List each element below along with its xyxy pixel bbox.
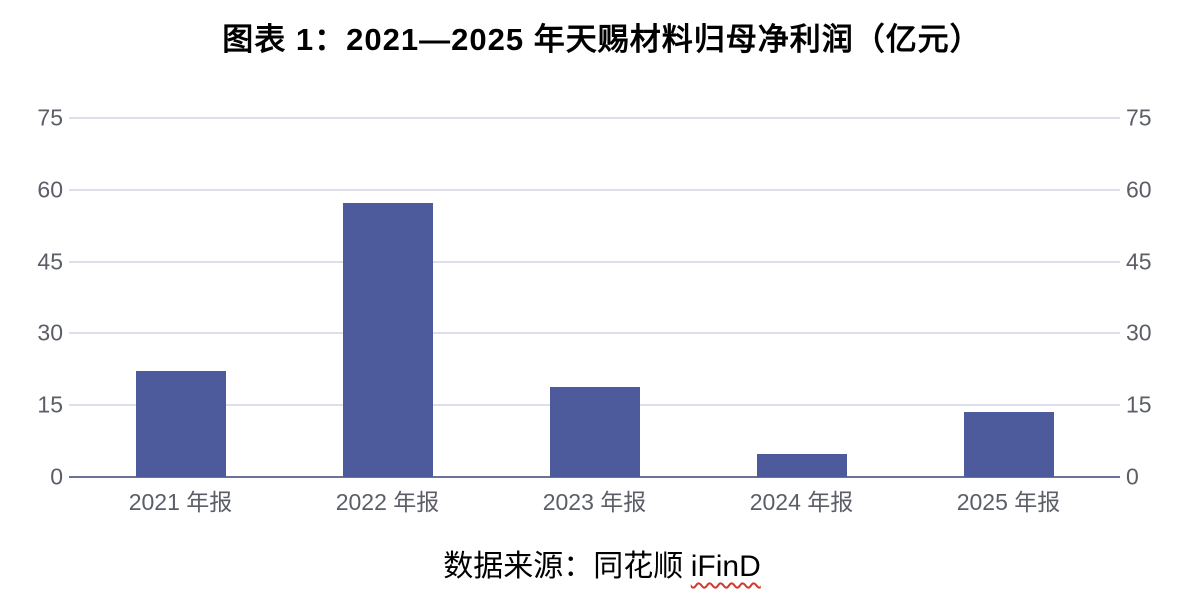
x-axis-label-2023: 2023 年报 (542, 489, 647, 515)
gridline-45 (69, 260, 1120, 263)
y-axis-label-right-45: 45 (1126, 248, 1152, 275)
x-axis-line (69, 476, 1120, 478)
data-source-caption: 数据来源：同花顺 iFinD (0, 541, 1204, 585)
bar-2023 (549, 386, 640, 477)
bar-2021 (135, 371, 226, 477)
x-axis-label-2024: 2024 年报 (749, 489, 854, 515)
gridline-60 (69, 188, 1120, 191)
data-source-text: 数据来源：同花顺 (443, 550, 691, 583)
x-axis-label-2022: 2022 年报 (335, 489, 440, 515)
gridline-75 (69, 117, 1120, 119)
gridline-30 (69, 332, 1120, 335)
x-axis-label-2021: 2021 年报 (128, 489, 233, 515)
y-axis-label-left-15: 15 (37, 391, 63, 418)
y-axis-label-right-60: 60 (1126, 176, 1152, 203)
y-axis-label-right-15: 15 (1126, 391, 1152, 418)
bar-2024 (756, 454, 847, 477)
y-axis-label-left-75: 75 (37, 104, 63, 131)
chart-title: 图表 1：2021—2025 年天赐材料归母净利润（亿元） (222, 22, 982, 57)
y-axis-label-left-60: 60 (37, 176, 63, 203)
x-axis-label-2025: 2025 年报 (956, 489, 1061, 515)
bar-2025 (963, 411, 1054, 477)
bar-2022 (342, 203, 433, 477)
y-axis-label-right-0: 0 (1126, 463, 1139, 490)
y-axis-label-left-45: 45 (37, 248, 63, 275)
y-axis-label-left-30: 30 (37, 319, 63, 346)
y-axis-label-left-0: 0 (50, 463, 63, 490)
y-axis-label-right-30: 30 (1126, 319, 1152, 346)
ifind-product-name: iFinD (690, 550, 761, 583)
y-axis-label-right-75: 75 (1126, 104, 1152, 131)
